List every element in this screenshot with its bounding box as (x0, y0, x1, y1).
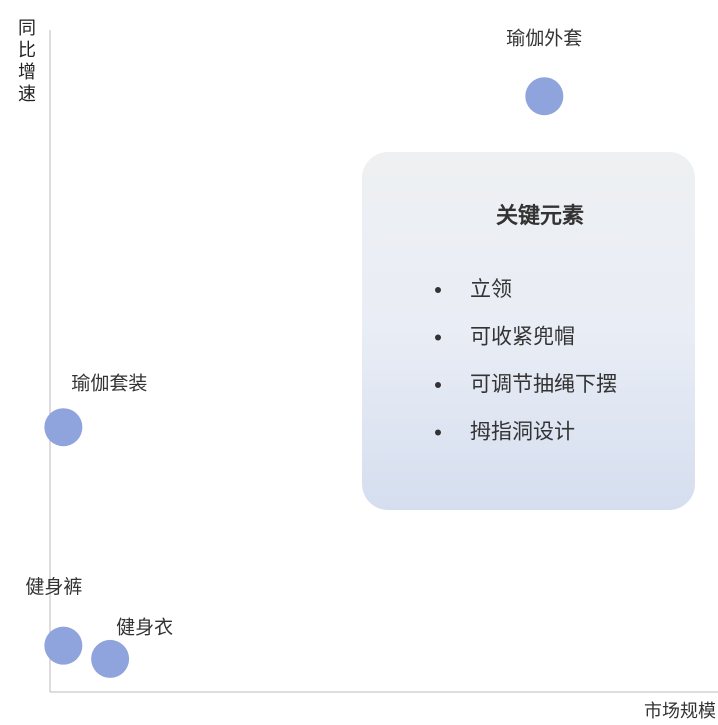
bullet (435, 287, 441, 293)
bullet (435, 334, 441, 341)
point (525, 77, 564, 116)
point (91, 639, 130, 678)
point-label: 健身裤 (25, 576, 82, 598)
point-label: 健身衣 (116, 616, 173, 638)
y-axis-label: 同比增速 (18, 18, 36, 105)
point (44, 626, 83, 665)
callout-item: 立领 (470, 277, 512, 301)
x-axis-label: 市场规模 (644, 701, 716, 722)
callout-item: 可收紧兜帽 (470, 325, 575, 349)
callout-title: 关键元素 (496, 203, 584, 229)
callout-item: 可调节抽绳下摆 (470, 372, 617, 396)
callout-item: 拇指洞设计 (470, 420, 575, 444)
point-label: 瑜伽外套 (506, 28, 582, 50)
point (44, 408, 83, 447)
bullet (435, 382, 441, 388)
point-label: 瑜伽套装 (71, 373, 147, 395)
bullet (435, 429, 441, 436)
callout-box (362, 152, 695, 510)
